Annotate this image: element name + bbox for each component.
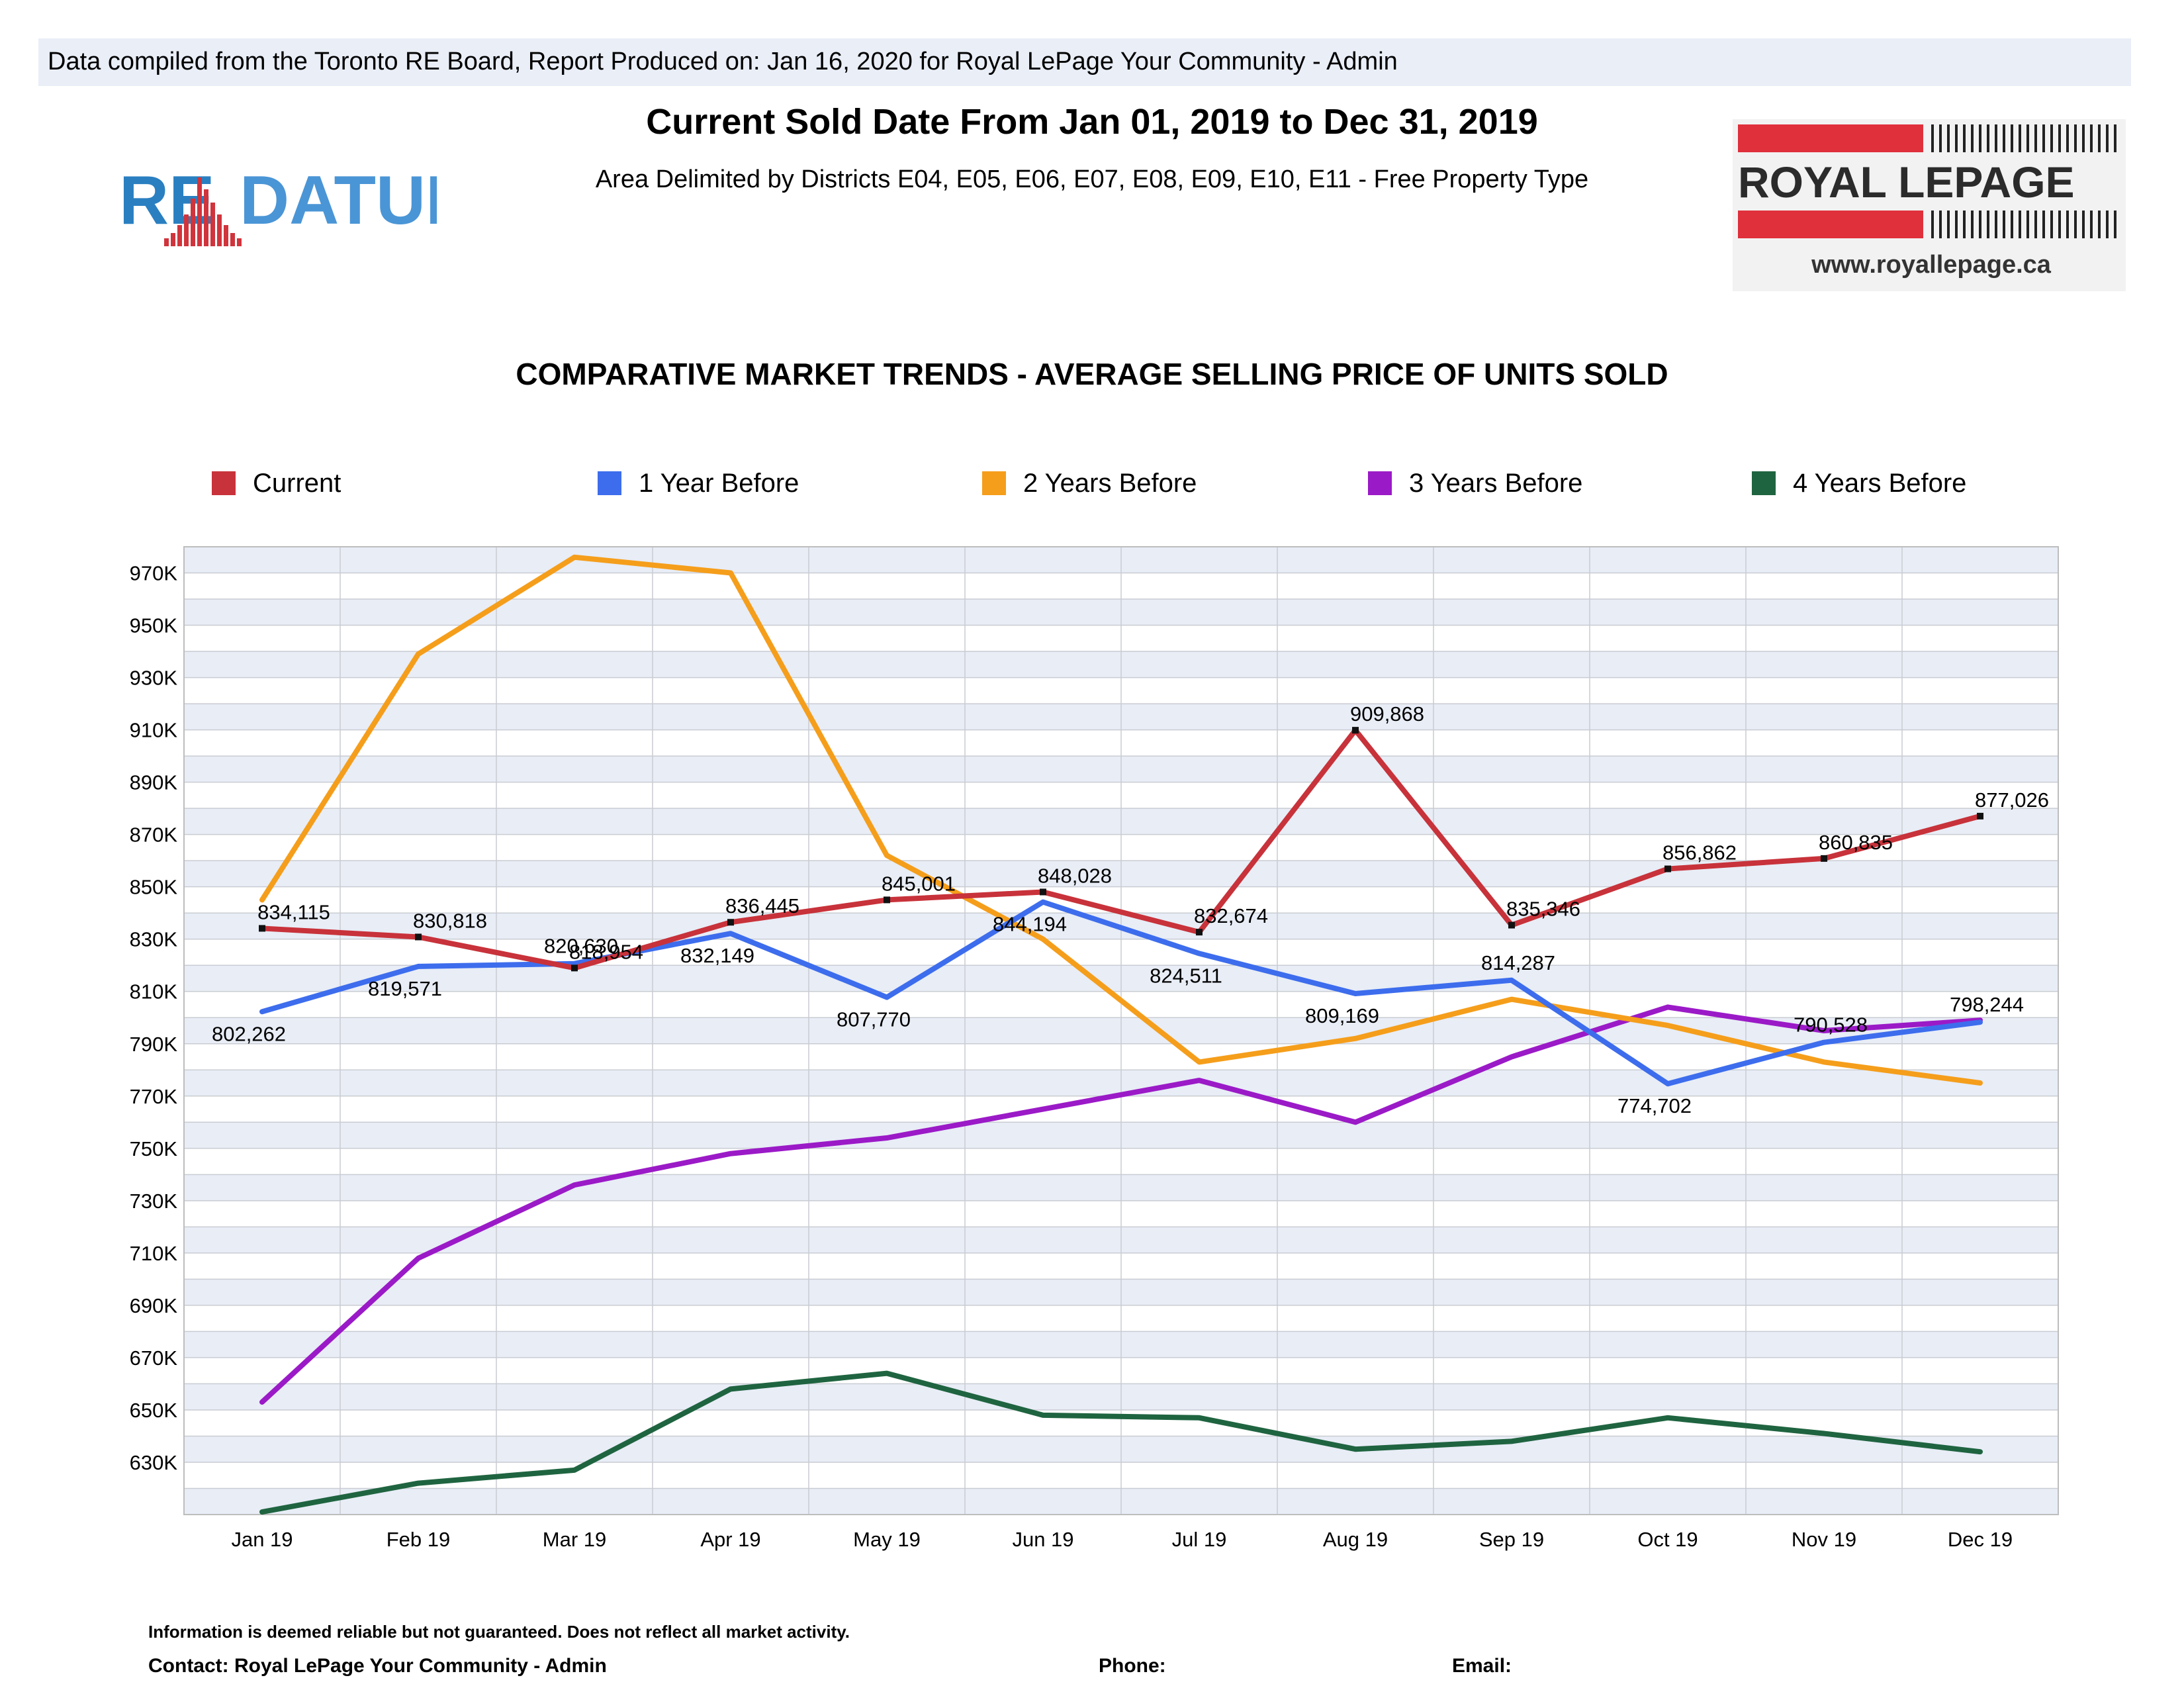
data-point-current: [1664, 865, 1671, 872]
data-label-1-year-before: 807,770: [837, 1008, 911, 1031]
x-tick-label: Mar 19: [543, 1528, 606, 1551]
legend-swatch-4-years-before: [1752, 471, 1776, 495]
chart-title: COMPARATIVE MARKET TRENDS - AVERAGE SELL…: [516, 357, 1668, 391]
redatum-logo-right: DATUM: [240, 162, 437, 239]
data-point-current: [1196, 929, 1203, 936]
y-tick-label: 770K: [130, 1085, 178, 1108]
series-line-current: [259, 727, 1983, 971]
plot-border: [183, 546, 2059, 1515]
legend-swatch-1-year-before: [598, 471, 621, 495]
data-label-1-year-before: 798,244: [1950, 993, 2024, 1016]
data-point-current: [1040, 888, 1046, 896]
report-subtitle: Area Delimited by Districts E04, E05, E0…: [595, 165, 1589, 193]
x-tick-label: Nov 19: [1792, 1528, 1856, 1551]
data-label-current: 877,026: [1975, 788, 2049, 812]
data-label-current: 832,674: [1194, 904, 1268, 927]
data-label-1-year-before: 824,511: [1150, 964, 1222, 987]
series-line-4-years-before: [259, 1370, 1983, 1515]
x-tick-label: May 19: [853, 1528, 921, 1551]
series-line-3-years-before: [259, 1004, 1983, 1405]
y-tick-label: 790K: [130, 1033, 178, 1056]
data-point-current: [571, 964, 578, 972]
y-tick-label: 970K: [130, 562, 178, 585]
y-tick-label: 630K: [130, 1451, 178, 1474]
data-label-1-year-before: 814,287: [1481, 951, 1555, 974]
legend-label-2-years-before: 2 Years Before: [1023, 469, 1197, 498]
y-tick-label: 950K: [130, 614, 178, 637]
data-point-current: [727, 919, 734, 926]
legend-swatch-3-years-before: [1368, 471, 1392, 495]
data-point-current: [1508, 921, 1515, 929]
skyline-icon: [164, 177, 242, 246]
data-label-1-year-before: 790,528: [1794, 1013, 1868, 1037]
data-point-current: [259, 925, 265, 932]
data-label-current: 909,868: [1350, 702, 1424, 726]
y-tick-label: 890K: [130, 771, 178, 794]
y-tick-label: 870K: [130, 823, 178, 847]
data-label-current: 860,835: [1819, 831, 1893, 854]
data-label-1-year-before: 819,571: [368, 977, 442, 1000]
data-label-current: 836,445: [725, 894, 799, 917]
x-tick-label: Jan 19: [231, 1528, 293, 1551]
x-tick-label: Aug 19: [1323, 1528, 1388, 1551]
y-tick-label: 930K: [130, 667, 178, 690]
disclaimer: Information is deemed reliable but not g…: [148, 1622, 850, 1642]
data-point-current: [1352, 727, 1359, 734]
y-tick-label: 910K: [130, 719, 178, 742]
y-tick-label: 670K: [130, 1346, 178, 1370]
data-label-current: 834,115: [257, 900, 330, 923]
phone-label: Phone:: [1099, 1655, 1166, 1677]
legend-label-3-years-before: 3 Years Before: [1409, 469, 1583, 498]
series-line-2-years-before: [259, 554, 1983, 1086]
y-tick-label: 650K: [130, 1399, 178, 1422]
data-label-current: 830,818: [413, 909, 487, 932]
data-label-1-year-before: 809,169: [1305, 1004, 1379, 1027]
legend-label-current: Current: [253, 469, 341, 498]
data-point-current: [1977, 812, 1983, 820]
data-label-current: 835,346: [1506, 898, 1580, 921]
report-banner: Data compiled from the Toronto RE Board,…: [38, 38, 2131, 86]
data-point-current: [1821, 855, 1827, 862]
data-label-1-year-before: 802,262: [212, 1022, 286, 1045]
y-tick-label: 850K: [130, 876, 178, 899]
data-label-current: 848,028: [1038, 864, 1112, 887]
legend-swatch-current: [212, 471, 236, 495]
y-tick-label: 730K: [130, 1190, 178, 1213]
data-label-current: 856,862: [1662, 841, 1737, 865]
report-title: Current Sold Date From Jan 01, 2019 to D…: [646, 102, 1538, 142]
legend-label-1-year-before: 1 Year Before: [639, 469, 799, 498]
x-tick-label: Apr 19: [700, 1528, 760, 1551]
data-point-current: [884, 896, 890, 904]
x-tick-label: Sep 19: [1479, 1528, 1544, 1551]
y-tick-label: 690K: [130, 1294, 178, 1317]
royal-lepage-name: ROYAL LEPAGE: [1738, 158, 2075, 207]
data-label-1-year-before: 820,630: [544, 935, 618, 958]
y-tick-label: 830K: [130, 928, 178, 951]
royal-lepage-logo: ROYAL LEPAGE www.royallepage.ca: [1733, 119, 2126, 291]
y-tick-label: 810K: [130, 980, 178, 1004]
data-label-1-year-before: 832,149: [680, 944, 754, 967]
legend-label-4-years-before: 4 Years Before: [1793, 469, 1967, 498]
report-banner-text: Data compiled from the Toronto RE Board,…: [48, 48, 1398, 75]
data-point-current: [415, 933, 422, 941]
data-label-1-year-before: 774,702: [1617, 1094, 1692, 1117]
redatum-logo: RE DATUM: [119, 162, 437, 246]
data-label-current: 845,001: [882, 872, 956, 895]
x-tick-label: Jul 19: [1172, 1528, 1227, 1551]
contact-line: Contact: Royal LePage Your Community - A…: [148, 1655, 607, 1677]
x-tick-label: Oct 19: [1637, 1528, 1698, 1551]
email-label: Email:: [1452, 1655, 1512, 1677]
royal-lepage-url: www.royallepage.ca: [1811, 251, 2052, 279]
y-tick-label: 750K: [130, 1137, 178, 1160]
x-tick-label: Jun 19: [1012, 1528, 1073, 1551]
x-tick-label: Feb 19: [387, 1528, 451, 1551]
barcode-icon: [1931, 124, 2116, 238]
y-tick-label: 710K: [130, 1242, 178, 1265]
x-tick-label: Dec 19: [1948, 1528, 2013, 1551]
legend-swatch-2-years-before: [982, 471, 1006, 495]
data-label-1-year-before: 844,194: [993, 913, 1067, 936]
data-label-current: 818,954: [569, 940, 643, 963]
